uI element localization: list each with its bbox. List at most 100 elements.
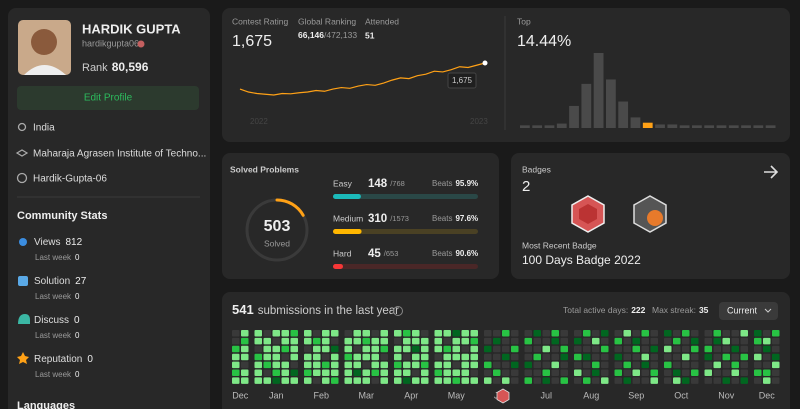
activity-cell (461, 361, 469, 369)
activity-cell (641, 361, 649, 369)
global-label: Global Ranking (298, 16, 356, 26)
activity-cell (421, 361, 429, 369)
edit-profile-button[interactable] (17, 86, 199, 110)
dropdown-chevron[interactable] (764, 308, 772, 313)
progress-bar (333, 194, 361, 199)
activity-cell (592, 330, 600, 337)
activity-cell (403, 353, 411, 361)
beats-value: 97.6% (455, 214, 478, 223)
activity-cell (731, 345, 739, 353)
activity-cell (493, 377, 501, 384)
activity-cell (632, 377, 640, 384)
activity-cell (362, 353, 370, 361)
activity-cell (511, 369, 519, 376)
streak-label: Max streak: (652, 305, 696, 315)
activity-cell (421, 353, 429, 361)
activity-cell (412, 377, 420, 384)
activity-cell (614, 345, 622, 353)
activity-cell (542, 330, 550, 337)
activity-cell (601, 337, 609, 345)
activity-cell (691, 377, 699, 384)
activity-cell (493, 361, 501, 369)
distribution-bar (667, 124, 678, 128)
solved-count: 503 (264, 218, 291, 235)
activity-cell (470, 353, 478, 361)
activity-cell (533, 337, 541, 345)
dropdown-text[interactable]: Current (727, 305, 758, 315)
activity-cell (524, 361, 532, 369)
activity-cell (601, 353, 609, 361)
activity-cell (502, 361, 510, 369)
activity-cell (484, 369, 492, 376)
activity-cell (601, 361, 609, 369)
activity-cell (772, 330, 780, 337)
last-week-value: 0 (75, 292, 80, 301)
activity-cell (673, 330, 681, 337)
activity-cell (614, 369, 622, 376)
views-icon (19, 238, 27, 246)
activity-cell (623, 337, 631, 345)
activity-cell (722, 377, 730, 384)
activity-cell (380, 345, 388, 353)
activity-cell (763, 353, 771, 361)
github-icon[interactable] (16, 172, 28, 184)
activity-cell (592, 345, 600, 353)
activity-cell (673, 377, 681, 384)
activity-cell (263, 377, 271, 384)
activity-cell (772, 369, 780, 376)
activity-cell (583, 337, 591, 345)
month-label: Jan (269, 390, 284, 400)
activity-cell (493, 345, 501, 353)
activity-cell (313, 353, 321, 361)
distribution-bar (704, 125, 715, 128)
activity-cell (403, 361, 411, 369)
last-week-value: 0 (75, 370, 80, 379)
activity-cell (713, 361, 721, 369)
last-week-value: 0 (75, 331, 80, 340)
badges-arrow[interactable] (764, 165, 779, 179)
activity-cell (403, 330, 411, 337)
distribution-bar (630, 117, 641, 128)
progress-track (333, 264, 478, 269)
activity-cell (772, 353, 780, 361)
badges-count: 2 (522, 178, 530, 195)
activity-cell (304, 369, 312, 376)
month-label: Mar (359, 390, 375, 400)
activity-cell (362, 361, 370, 369)
activity-cell (763, 361, 771, 369)
stat-label: Discuss (34, 315, 69, 326)
activity-cell (380, 369, 388, 376)
activity-cell (511, 345, 519, 353)
distribution-bar (741, 125, 751, 128)
activity-cell (722, 345, 730, 353)
activity-cell (673, 345, 681, 353)
github[interactable]: Hardik-Gupta-06 (33, 174, 107, 185)
dropdown[interactable] (719, 302, 778, 320)
month-label: Feb (313, 390, 329, 400)
beats-value: 90.6% (455, 249, 478, 258)
recent-badge-label: Most Recent Badge (522, 240, 597, 250)
activity-cell (452, 337, 460, 345)
activity-cell (394, 377, 402, 384)
activity-cell (664, 361, 672, 369)
stat-value: 812 (66, 237, 83, 248)
activity-cell (641, 345, 649, 353)
activity-cell (461, 337, 469, 345)
activity-cell (614, 330, 622, 337)
activity-cell (344, 369, 352, 376)
edit-profile-text[interactable]: Edit Profile (84, 93, 133, 104)
activity-cell (331, 369, 339, 376)
activity-cell (380, 377, 388, 384)
activity-cell (421, 345, 429, 353)
avatar-shirt (24, 65, 66, 75)
last-week-value: 0 (75, 253, 80, 262)
info-icon[interactable] (393, 306, 403, 316)
activity-cell (254, 361, 262, 369)
tooltip: 1,675 (452, 76, 473, 85)
submissions-text: submissions in the last year (258, 305, 399, 317)
activity-cell (574, 361, 582, 369)
activity-cell (443, 330, 451, 337)
activity-cell (322, 369, 330, 376)
